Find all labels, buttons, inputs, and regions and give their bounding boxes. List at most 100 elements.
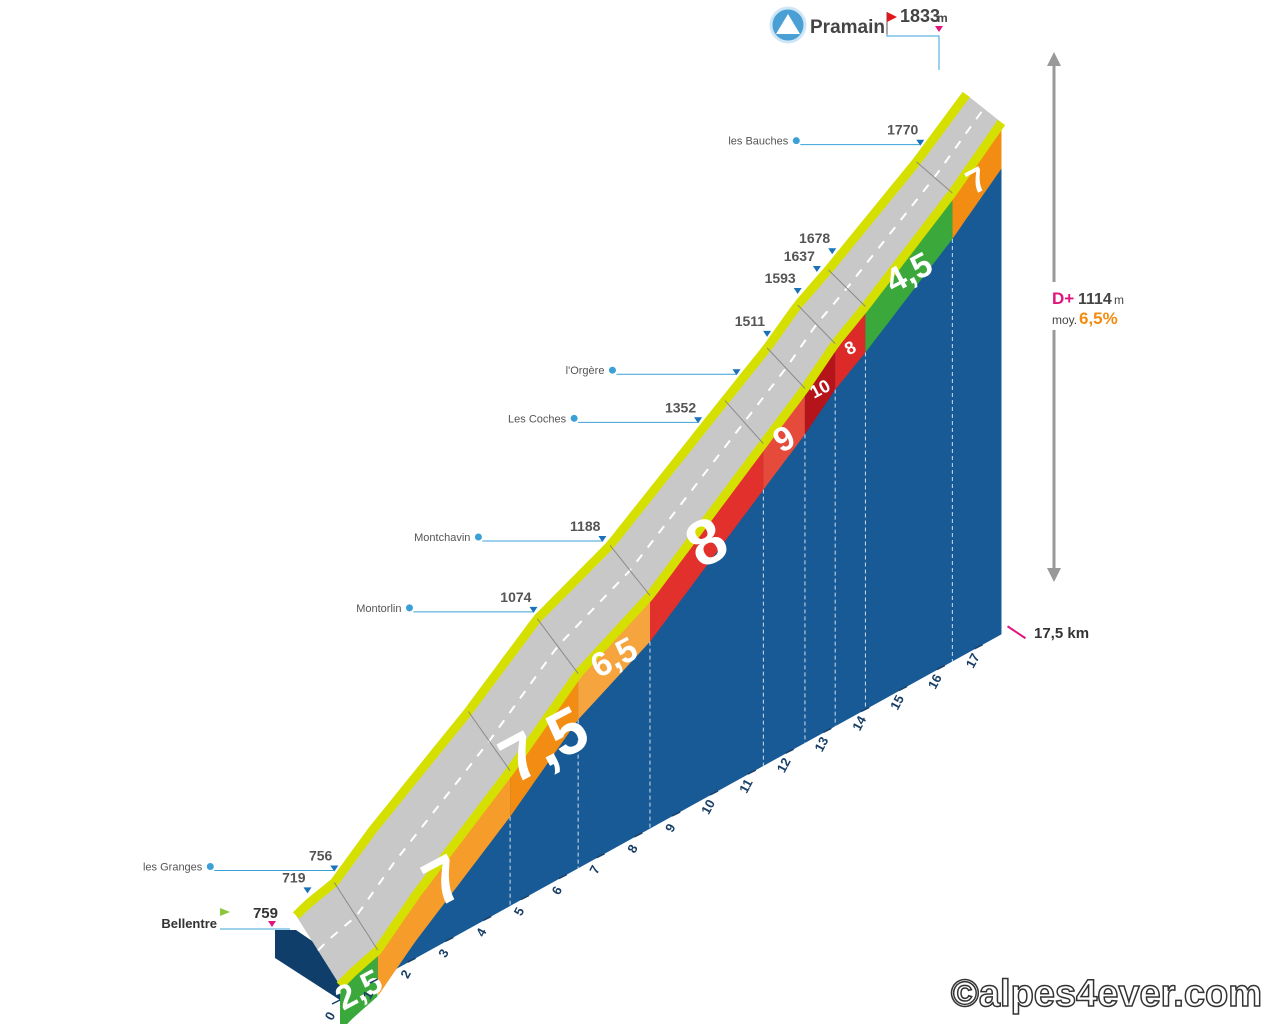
km-tick-label: 2 [397, 967, 414, 980]
elevation-label: 1188 [570, 518, 601, 534]
km-tick-label: 5 [511, 905, 528, 918]
gradient-segment [804, 343, 836, 435]
km-tick [445, 936, 454, 942]
total-distance-label: 17,5 km [1034, 625, 1089, 642]
chalet-icon [792, 137, 800, 145]
km-tick [860, 706, 870, 713]
km-tick-label: 12 [774, 755, 794, 775]
church-icon [405, 604, 413, 612]
waypoint-name: Les Coches [508, 413, 567, 425]
church-icon [474, 533, 482, 541]
road-surface [296, 94, 1002, 986]
elevation-label: 1593 [765, 270, 796, 286]
road-edge-back [292, 91, 970, 919]
elevation-marker [916, 139, 925, 146]
elevation-label: 1770 [887, 122, 918, 138]
elevation-marker [763, 330, 772, 337]
start-elevation-marker [268, 921, 276, 927]
km-tick [974, 644, 983, 650]
summit-unit: m [937, 11, 948, 25]
road-segment-divider [467, 711, 511, 771]
arrow-up-icon [1047, 52, 1061, 66]
gradient-segment [835, 306, 866, 390]
elevation-marker [812, 266, 821, 272]
average-prefix: moy. [1052, 313, 1077, 327]
km-tick-label: 6 [549, 884, 566, 897]
waypoint-name: les Bauches [728, 136, 788, 148]
elevation-label: 1678 [799, 230, 830, 246]
km-tick [520, 894, 530, 901]
waypoint-name: Montchavin [414, 532, 470, 544]
elevation-marker [303, 887, 312, 894]
elevation-label: 1511 [735, 313, 766, 329]
elevation-marker [598, 536, 607, 542]
summit-elevation-marker [935, 26, 943, 32]
km-tick-label: 7 [586, 863, 603, 876]
arrow-down-icon [1047, 568, 1061, 582]
elevation-label: 1352 [665, 399, 696, 415]
summit-elevation: 1833 [900, 6, 940, 26]
start-name: Bellentre [161, 916, 217, 931]
elevation-label: 719 [282, 869, 306, 885]
km-tick-label: 13 [811, 734, 831, 754]
km-tick [785, 748, 794, 754]
summit-leader-line [886, 34, 940, 70]
elevation-gain-panel [1040, 282, 1130, 330]
gradient-segment [510, 673, 579, 817]
elevation-marker [330, 865, 339, 872]
km-tick-label: 0 [322, 1009, 339, 1022]
average-gradient: 6,5% [1079, 309, 1118, 328]
gradient-segment [952, 122, 1002, 239]
waypoint-name: l'Orgère [566, 365, 605, 377]
elevation-marker [828, 248, 837, 255]
road-segment-divider [797, 304, 836, 344]
elevation-marker [694, 417, 703, 424]
km-tick [823, 727, 832, 733]
km-tick-label: 16 [925, 672, 945, 692]
km-tick [936, 664, 946, 671]
km-tick [369, 978, 379, 984]
km-tick [634, 832, 643, 838]
waypoint-name: les Granges [143, 862, 203, 874]
road-segment-divider [828, 269, 866, 307]
start-elevation: 759 [253, 905, 278, 922]
km-tick [671, 811, 681, 817]
km-tick-label: 9 [662, 821, 679, 834]
start-block [275, 930, 340, 1000]
elevation-gain-value: 1114 [1078, 291, 1112, 308]
km-tick-label: 4 [473, 925, 490, 939]
summit-name: Pramain [810, 17, 885, 38]
km-tick [747, 769, 757, 775]
km-tick-label: 15 [887, 692, 907, 712]
km-tick [709, 790, 719, 796]
waypoint-name: Montorlin [356, 603, 401, 615]
mountain-icon [776, 14, 800, 34]
gradient-segment [650, 443, 764, 642]
flag-green-icon [220, 908, 230, 916]
km-tick [558, 873, 568, 880]
elevation-gain-unit: m [1114, 293, 1124, 307]
km-tick [596, 853, 605, 859]
km-tick [898, 685, 908, 692]
road-segment-divider [916, 161, 953, 194]
elevation-label: 756 [309, 848, 333, 864]
watermark: ©alpes4ever.com [951, 973, 1262, 1015]
elevation-label: 1637 [784, 248, 815, 264]
gradient-segment [763, 388, 805, 490]
gradient-segment [340, 950, 378, 1024]
chalet-icon [608, 366, 616, 374]
elevation-marker [732, 369, 741, 376]
km-tick-label: 10 [698, 797, 718, 817]
elevation-marker [793, 288, 802, 294]
elevation-gain-prefix: D+ [1052, 289, 1074, 308]
km-tick-label: 3 [435, 946, 452, 959]
road-segment-divider [609, 544, 651, 596]
flag-red-icon [887, 12, 897, 22]
cable-car-icon [570, 414, 578, 422]
elevation-marker [529, 606, 538, 613]
chalet-icon [206, 863, 214, 870]
elevation-label: 1074 [500, 589, 531, 605]
road-segment-divider [333, 882, 379, 951]
road-edge-front [336, 119, 1006, 989]
